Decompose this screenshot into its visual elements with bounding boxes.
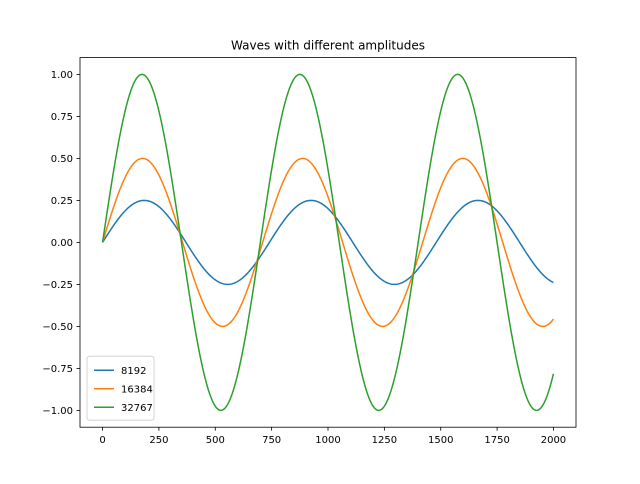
series-line-16384 — [101, 157, 555, 328]
y-tick-label: −1.00 — [42, 406, 73, 417]
y-tick-label: 0.50 — [51, 154, 73, 165]
x-tick-label: 1500 — [428, 435, 453, 446]
y-tick-label: 0.00 — [51, 238, 73, 249]
y-tick-label: −0.25 — [42, 280, 73, 291]
y-tick-label: −0.50 — [42, 322, 73, 333]
x-tick-label: 1750 — [484, 435, 509, 446]
y-tick-label: 0.75 — [51, 112, 73, 123]
x-tick-label: 0 — [99, 435, 105, 446]
y-tick-label: 1.00 — [51, 70, 73, 81]
series-line-8192 — [101, 199, 554, 286]
series-line-32767 — [101, 73, 555, 412]
plot-lines — [101, 73, 555, 412]
legend-label-16384: 16384 — [121, 384, 153, 395]
x-tick-label: 750 — [262, 435, 281, 446]
x-tick-label: 1000 — [315, 435, 340, 446]
legend: 8192 16384 32767 — [86, 355, 155, 421]
x-tick-label: 1250 — [372, 435, 397, 446]
x-axis-ticks: 0 250 500 750 1000 1250 1500 1750 2000 — [99, 427, 566, 446]
legend-box — [86, 355, 155, 421]
x-tick-label: 500 — [206, 435, 225, 446]
legend-label-32767: 32767 — [121, 403, 153, 414]
x-tick-label: 2000 — [541, 435, 566, 446]
legend-label-8192: 8192 — [121, 366, 146, 377]
chart-title: Waves with different amplitudes — [231, 39, 425, 53]
y-tick-label: 0.25 — [51, 196, 73, 207]
x-tick-label: 250 — [149, 435, 168, 446]
y-axis-ticks: −1.00 −0.75 −0.50 −0.25 0.00 0.25 0.50 0.75 1.00 — [42, 70, 80, 417]
y-tick-label: −0.75 — [42, 364, 73, 375]
